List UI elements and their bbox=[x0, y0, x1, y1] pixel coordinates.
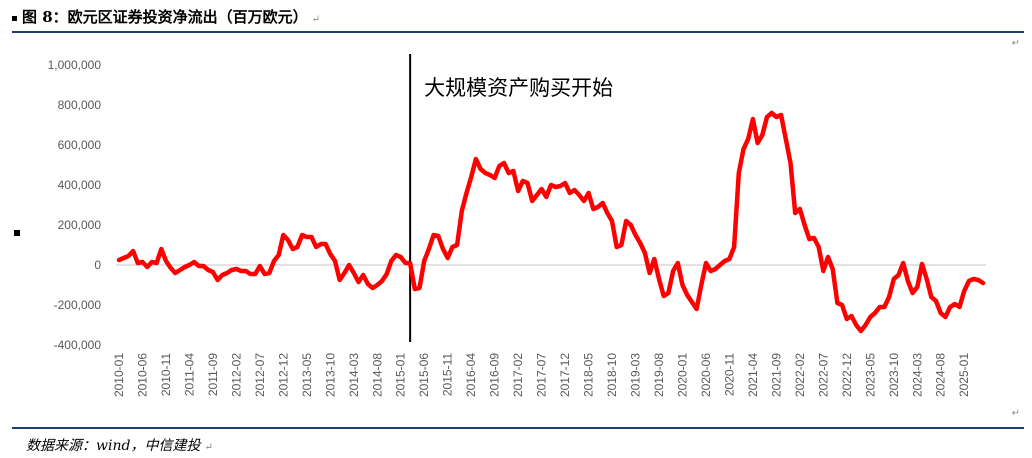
y-tick-label: -400,000 bbox=[54, 338, 102, 352]
source-note: 数据来源：wind，中信建投 ↵ bbox=[26, 435, 213, 455]
x-tick-label: 2017-07 bbox=[535, 353, 549, 397]
x-tick-label: 2011-04 bbox=[182, 353, 196, 396]
x-tick-label: 2022-07 bbox=[816, 353, 830, 397]
x-tick-label: 2015-01 bbox=[394, 353, 408, 397]
y-tick-label: 400,000 bbox=[58, 178, 102, 192]
y-tick-label: -200,000 bbox=[54, 298, 102, 312]
paragraph-mark: ↵ bbox=[311, 14, 321, 25]
y-tick-label: 0 bbox=[94, 258, 101, 272]
x-tick-label: 2016-04 bbox=[464, 353, 478, 397]
x-tick-label: 2020-06 bbox=[699, 353, 713, 397]
x-tick-label: 2014-08 bbox=[370, 353, 384, 397]
x-tick-label: 2025-01 bbox=[957, 353, 971, 397]
x-tick-label: 2024-08 bbox=[934, 353, 948, 397]
x-tick-label: 2021-04 bbox=[746, 353, 760, 397]
series-line bbox=[116, 110, 986, 334]
bottom-rule bbox=[12, 427, 1024, 429]
x-tick-label: 2023-10 bbox=[887, 353, 901, 397]
paragraph-mark-bottom: ↵ bbox=[1011, 408, 1020, 419]
x-tick-label: 2012-12 bbox=[276, 353, 290, 397]
x-tick-label: 2012-07 bbox=[253, 353, 267, 397]
y-tick-label: 1,000,000 bbox=[48, 58, 102, 72]
x-tick-label: 2017-12 bbox=[558, 353, 572, 397]
x-tick-label: 2020-11 bbox=[722, 353, 736, 396]
x-tick-label: 2010-11 bbox=[159, 353, 173, 396]
x-axis: 2010-01 2010-06 2010-11 2011-04 2011-09 2012-… bbox=[112, 264, 986, 397]
source-mark: ↵ bbox=[204, 442, 213, 453]
x-tick-label: 2018-10 bbox=[605, 353, 619, 397]
y-tick-label: 200,000 bbox=[58, 218, 102, 232]
title-bullet bbox=[12, 15, 17, 21]
figure-title: 图 8：欧元区证券投资净流出（百万欧元） ↵ bbox=[12, 6, 320, 27]
x-tick-label: 2020-01 bbox=[675, 353, 689, 397]
x-tick-label: 2016-09 bbox=[488, 353, 502, 397]
side-bullet bbox=[14, 230, 20, 236]
x-tick-label: 2010-06 bbox=[135, 353, 149, 397]
top-rule bbox=[12, 31, 1024, 33]
annotation-marker: 大规模资产购买开始 bbox=[409, 54, 613, 342]
annotation-label: 大规模资产购买开始 bbox=[424, 76, 613, 100]
x-tick-label: 2021-09 bbox=[769, 353, 783, 397]
x-tick-label: 2022-02 bbox=[793, 353, 807, 397]
x-tick-label: 2015-06 bbox=[417, 353, 431, 397]
x-tick-label: 2013-05 bbox=[300, 353, 314, 397]
x-tick-label: 2018-05 bbox=[582, 353, 596, 397]
source-text: 数据来源：wind，中信建投 bbox=[26, 438, 201, 454]
x-tick-label: 2022-12 bbox=[840, 353, 854, 397]
series-layer bbox=[116, 110, 986, 334]
x-tick-label: 2015-11 bbox=[441, 353, 455, 396]
y-tick-label: 800,000 bbox=[58, 98, 102, 112]
x-tick-label: 2019-03 bbox=[629, 353, 643, 397]
paragraph-mark-top: ↵ bbox=[1011, 38, 1020, 49]
y-axis: 1,000,000 800,000 600,000 400,000 200,000 0 -2… bbox=[48, 58, 102, 352]
x-tick-label: 2019-08 bbox=[652, 353, 666, 397]
x-tick-label: 2013-10 bbox=[323, 353, 337, 397]
x-tick-label: 2014-03 bbox=[347, 353, 361, 397]
x-tick-label: 2012-02 bbox=[229, 353, 243, 397]
x-tick-label: 2024-03 bbox=[910, 353, 924, 397]
x-tick-label: 2017-02 bbox=[511, 353, 525, 397]
x-tick-label: 2023-05 bbox=[863, 353, 877, 397]
x-tick-label: 2011-09 bbox=[206, 353, 220, 396]
y-tick-label: 600,000 bbox=[58, 138, 102, 152]
figure-title-text: 图 8：欧元区证券投资净流出（百万欧元） bbox=[22, 8, 308, 26]
x-tick-label: 2010-01 bbox=[112, 353, 126, 397]
